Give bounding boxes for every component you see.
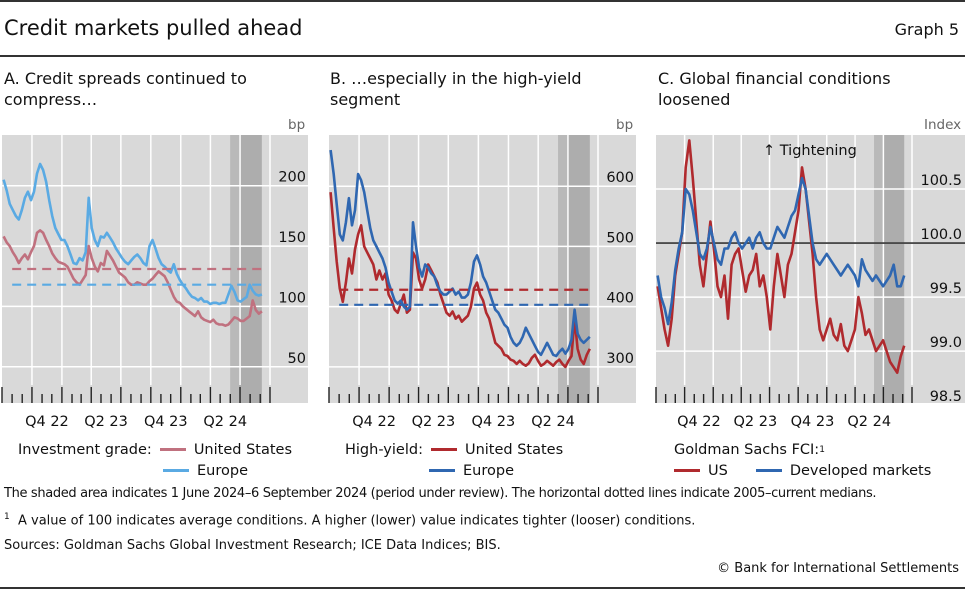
panel-a-xtick-label: Q4 23 bbox=[144, 414, 188, 430]
footnote-1-marker: 1 bbox=[4, 512, 10, 522]
panel-a-legend: Investment grade: United States Europe bbox=[18, 439, 292, 481]
legend-label-hy-us: United States bbox=[464, 441, 564, 458]
panel-b-xtick-label: Q2 24 bbox=[531, 414, 575, 430]
panel-c-xtick-label: Q2 24 bbox=[847, 414, 891, 430]
legend-swatch-hy-europe bbox=[429, 469, 455, 472]
panel-a-ytick-label: 50 bbox=[288, 351, 306, 367]
legend-prefix: High-yield: bbox=[345, 441, 423, 458]
panel-c-ytick-label: 99.0 bbox=[930, 335, 962, 351]
sources-note: Sources: Goldman Sachs Global Investment… bbox=[4, 538, 501, 553]
panel-c-legend: Goldman Sachs FCI: 1 US Developed markets bbox=[674, 439, 931, 481]
charts-canvas: 50 100 150 200 Q4 22 Q2 23 Q4 23 Q2 24 300 400 500… bbox=[1, 135, 965, 430]
panel-b-ytick-label: 400 bbox=[606, 291, 634, 307]
legend-prefix: Investment grade: bbox=[18, 441, 152, 458]
bottom-rule bbox=[0, 587, 965, 589]
panel-b-series-europe bbox=[329, 149, 591, 358]
legend-label-fci-dm: Developed markets bbox=[789, 462, 932, 479]
panel-c-shaded-edge bbox=[874, 135, 883, 403]
panel-a-unit: bp bbox=[288, 117, 306, 133]
panel-a-xtick-label: Q4 22 bbox=[25, 414, 69, 430]
legend-label-ig-europe: Europe bbox=[197, 462, 248, 479]
panel-c-title: C. Global financial conditions loosened bbox=[658, 69, 891, 109]
legend-label-hy-europe: Europe bbox=[463, 462, 514, 479]
footnote-1: 1 A value of 100 indicates average condi… bbox=[4, 512, 695, 528]
legend-swatch-fci-us bbox=[674, 469, 700, 472]
footnote-marker: 1 bbox=[819, 444, 825, 455]
legend-label-fci-us: US bbox=[708, 462, 728, 479]
legend-swatch-hy-us bbox=[430, 448, 457, 451]
panel-a-shaded-edge bbox=[230, 135, 240, 403]
panel-b-shaded-edge bbox=[558, 135, 568, 403]
panel-a-series-europe bbox=[2, 162, 263, 306]
copyright: © Bank for International Settlements bbox=[717, 561, 959, 576]
shaded-note: The shaded area indicates 1 June 2024–6 … bbox=[4, 486, 877, 501]
panel-b-series-united-states bbox=[329, 192, 591, 369]
footnote-1-text: A value of 100 indicates average conditi… bbox=[18, 513, 696, 529]
panel-b-legend: High-yield: United States Europe bbox=[345, 439, 563, 481]
panel-b-xtick-label: Q4 22 bbox=[352, 414, 396, 430]
legend-title: Goldman Sachs FCI: bbox=[674, 441, 820, 458]
panel-c-ytick-label: 100.0 bbox=[920, 227, 962, 243]
panel-b-ytick-label: 600 bbox=[606, 170, 634, 186]
panel-b-ytick-label: 300 bbox=[606, 351, 634, 367]
panel-c-ytick-label: 98.5 bbox=[930, 389, 962, 405]
panel-b-xtick-label: Q2 23 bbox=[412, 414, 456, 430]
panel-b-ytick-label: 500 bbox=[606, 230, 634, 246]
graph-title: Credit markets pulled ahead bbox=[4, 16, 303, 40]
panel-c-annotation: ↑ Tightening bbox=[763, 143, 857, 159]
panel-c-series-developed-markets bbox=[656, 176, 906, 326]
panel-a-ytick-label: 150 bbox=[278, 230, 306, 246]
panel-c-xtick-label: Q2 23 bbox=[734, 414, 778, 430]
panel-a-ytick-label: 100 bbox=[278, 290, 306, 306]
panel-c-ytick-label: 100.5 bbox=[920, 173, 962, 189]
legend-swatch-ig-us bbox=[159, 448, 186, 451]
panel-c-plot-area bbox=[656, 135, 965, 403]
legend-swatch-ig-europe bbox=[163, 469, 189, 472]
panel-c-unit: Index bbox=[924, 117, 962, 133]
panel-a-title: A. Credit spreads continued to compress… bbox=[4, 69, 247, 109]
panel-b-xtick-label: Q4 23 bbox=[472, 414, 516, 430]
panel-c-xtick-label: Q4 23 bbox=[791, 414, 835, 430]
graph-number: Graph 5 bbox=[894, 20, 959, 39]
panel-a-ytick-label: 200 bbox=[278, 170, 306, 186]
panel-c-xtick-label: Q4 22 bbox=[677, 414, 721, 430]
panel-b-unit: bp bbox=[616, 117, 634, 133]
panel-b-title: B. …especially in the high-yield segment bbox=[330, 69, 582, 109]
panel-a-xtick-label: Q2 23 bbox=[84, 414, 128, 430]
panel-c-ytick-label: 99.5 bbox=[930, 281, 962, 297]
header-rule bbox=[0, 55, 965, 57]
top-rule bbox=[0, 0, 965, 2]
panel-a-xtick-label: Q2 24 bbox=[203, 414, 247, 430]
legend-label-ig-us: United States bbox=[193, 441, 292, 458]
legend-swatch-fci-dm bbox=[755, 469, 782, 472]
